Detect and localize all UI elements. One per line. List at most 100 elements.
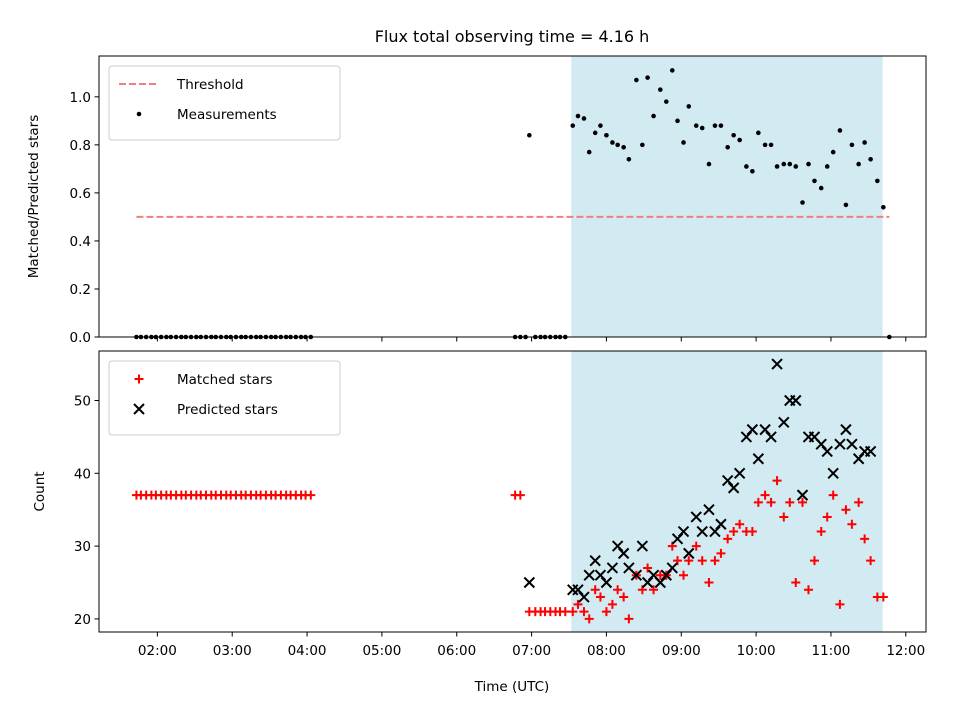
data-point-plus — [704, 577, 714, 587]
data-point-plus — [822, 512, 832, 522]
data-point-plus — [590, 585, 600, 595]
y-tick-label: 0.6 — [70, 186, 91, 202]
data-point-dot — [837, 128, 843, 133]
x-tick-label: 02:00 — [138, 643, 177, 659]
data-point-x — [677, 525, 690, 538]
data-point-x — [589, 554, 601, 567]
data-point-plus — [579, 607, 589, 617]
data-point-x — [567, 584, 579, 596]
axes-frame — [98, 350, 927, 633]
data-point-dot — [669, 68, 675, 73]
data-point-dot — [598, 123, 603, 128]
data-point-plus — [584, 614, 594, 624]
x-tick-label: 04:00 — [288, 643, 327, 659]
legend-label: Threshold — [176, 77, 244, 93]
data-point-dot — [737, 137, 742, 143]
y-tick-label: 0.4 — [70, 234, 91, 250]
data-point-x — [690, 511, 702, 523]
data-point-plus — [723, 534, 733, 544]
data-point-x — [636, 540, 649, 552]
data-point-dot — [762, 142, 768, 148]
data-point-dot — [712, 123, 718, 128]
data-point-x — [703, 503, 715, 516]
data-point-x — [727, 482, 740, 494]
data-point-dot — [725, 144, 730, 150]
data-point-plus — [595, 592, 605, 602]
data-point-dot — [658, 87, 663, 92]
data-point-x — [771, 358, 783, 370]
data-point-x — [846, 438, 858, 450]
legend-box — [108, 65, 341, 141]
data-point-dot — [615, 142, 620, 148]
legend-label: Measurements — [177, 107, 277, 123]
data-point-plus — [613, 585, 623, 595]
data-point-plus — [643, 563, 653, 573]
data-point-dot — [731, 132, 736, 138]
data-point-x — [790, 394, 802, 407]
legend-swatch — [136, 111, 142, 117]
data-point-plus — [866, 556, 876, 566]
data-point-dot — [768, 142, 774, 148]
data-point-x — [746, 423, 759, 436]
data-point-plus — [753, 497, 763, 507]
data-point-x — [683, 547, 695, 560]
y-tick-label: 0.0 — [70, 330, 91, 346]
data-point-plus — [515, 490, 525, 500]
data-point-plus — [847, 519, 857, 529]
data-point-dot — [781, 161, 787, 167]
data-point-dot — [744, 164, 749, 169]
data-point-x — [523, 576, 536, 589]
data-point-dot — [663, 99, 669, 104]
data-point-plus — [679, 570, 689, 580]
data-point-plus — [809, 556, 819, 566]
data-point-dot — [774, 164, 780, 169]
data-point-plus — [735, 519, 745, 529]
y-tick-label: 1.0 — [70, 90, 91, 106]
x-tick-label: 07:00 — [512, 643, 551, 659]
data-point-x — [666, 562, 678, 574]
x-tick-label: 12:00 — [886, 643, 925, 659]
data-point-dot — [800, 200, 805, 205]
data-point-dot — [645, 75, 650, 80]
count-panel: 02:00 03:00 04:00 05:00 06:00 07:00 08:00 09:00… — [32, 350, 927, 659]
data-point-plus — [878, 592, 888, 602]
data-point-x — [864, 445, 877, 458]
data-point-dot — [868, 156, 873, 162]
data-point-x — [715, 518, 727, 530]
data-point-x — [821, 445, 833, 458]
data-point-plus — [791, 577, 801, 587]
data-point-plus — [779, 512, 789, 522]
data-point-dot — [626, 156, 632, 162]
data-point-plus — [607, 599, 617, 609]
data-point-plus — [697, 556, 707, 566]
data-point-plus — [601, 607, 611, 617]
chart-title: Flux total observing time = 4.16 h — [375, 27, 650, 46]
data-point-dot — [592, 130, 598, 136]
data-point-dot — [651, 113, 656, 119]
data-point-x — [578, 591, 590, 603]
data-point-plus — [766, 497, 776, 507]
data-point-dot — [756, 130, 761, 136]
data-point-dot — [586, 149, 592, 155]
data-point-x — [733, 467, 746, 480]
data-point-plus — [860, 534, 870, 544]
data-point-dot — [693, 123, 699, 128]
y-tick-label: 0.2 — [70, 282, 91, 298]
data-point-dot — [570, 123, 576, 128]
data-point-plus — [841, 505, 851, 515]
y-tick-label: 30 — [74, 539, 91, 555]
observing-window-band — [571, 351, 883, 632]
data-point-dot — [824, 164, 830, 169]
data-point-plus — [306, 490, 316, 500]
data-point-plus — [624, 614, 634, 624]
data-point-plus — [760, 490, 770, 500]
x-tick-label: 11:00 — [811, 643, 850, 659]
x-tick-label: 03:00 — [213, 643, 252, 659]
data-point-dot — [875, 178, 880, 184]
data-point-dot — [621, 144, 626, 150]
data-point-dot — [575, 113, 581, 119]
y-tick-label: 20 — [74, 612, 91, 628]
data-point-x — [617, 547, 630, 560]
data-point-plus — [828, 490, 838, 500]
